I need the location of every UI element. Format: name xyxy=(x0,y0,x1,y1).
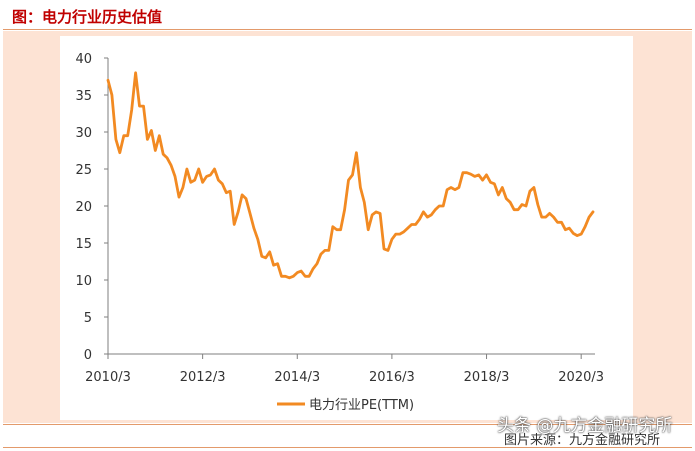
series-line-pe-ttm xyxy=(106,71,595,280)
y-tick-label: 0 xyxy=(84,348,92,363)
plot-area xyxy=(60,36,633,420)
y-tick-label: 40 xyxy=(75,52,92,67)
x-tick-label: 2016/3 xyxy=(369,370,415,385)
x-tick-label: 2018/3 xyxy=(464,370,510,385)
y-tick-label: 25 xyxy=(75,163,92,178)
bottom-divider xyxy=(3,424,692,425)
y-tick-label: 35 xyxy=(75,89,92,104)
y-tick-label: 30 xyxy=(75,126,92,141)
x-axis: 2010/3 2012/3 2014/3 2016/3 2018/3 2020/3 xyxy=(85,353,604,385)
page-title: 图：电力行业历史估值 xyxy=(12,8,163,26)
top-divider xyxy=(3,29,692,30)
x-tick-label: 2012/3 xyxy=(180,370,226,385)
y-tick-label: 20 xyxy=(75,200,92,215)
y-tick-label: 5 xyxy=(84,311,92,326)
x-tick-label: 2010/3 xyxy=(85,370,131,385)
legend: 电力行业PE(TTM) xyxy=(277,398,414,413)
y-axis: 0 5 10 15 20 25 30 35 40 xyxy=(75,52,109,363)
y-tick-label: 15 xyxy=(75,237,92,252)
bottom-divider-2 xyxy=(3,447,692,448)
x-tick-label: 2014/3 xyxy=(274,370,320,385)
series-group xyxy=(106,71,595,280)
y-tick-label: 10 xyxy=(75,274,92,289)
watermark: 头条 @九方金融研究所 xyxy=(497,416,673,436)
source-note: 图片来源：九方金融研究所 xyxy=(504,433,661,448)
x-tick-label: 2020/3 xyxy=(558,370,604,385)
legend-label: 电力行业PE(TTM) xyxy=(309,398,414,413)
